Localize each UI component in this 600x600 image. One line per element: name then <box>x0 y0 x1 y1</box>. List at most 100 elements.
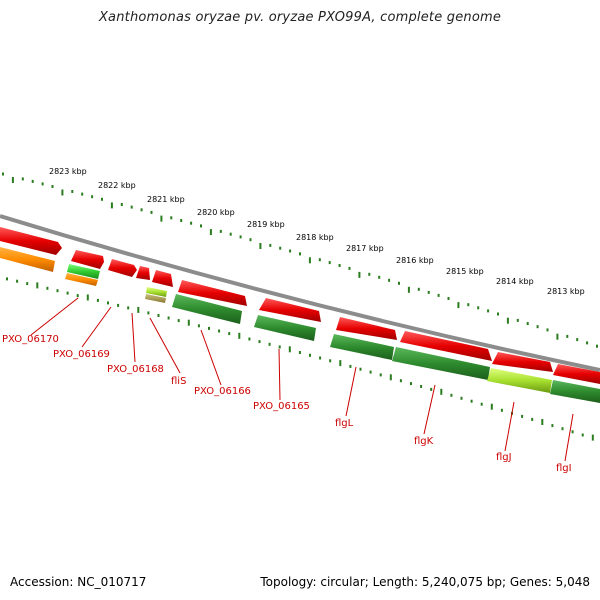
scale-tick <box>150 210 153 214</box>
inner-scale-tick <box>187 319 190 326</box>
scale-tick <box>219 229 222 233</box>
gene-reverse-4[interactable] <box>392 347 490 380</box>
inner-scale-tick <box>521 414 524 418</box>
gene-forward-2[interactable] <box>71 250 104 269</box>
scale-tick <box>120 203 123 206</box>
gene-forward-3[interactable] <box>108 259 137 277</box>
scale-tick <box>526 322 529 325</box>
scale-tick <box>368 272 371 276</box>
leader-PXO_06165 <box>278 348 281 401</box>
gene-forward-1[interactable] <box>0 227 62 255</box>
gene-forward-5[interactable] <box>152 270 173 287</box>
inner-scale-tick <box>76 294 79 298</box>
scale-tick <box>467 303 470 307</box>
scale-tick <box>71 190 74 193</box>
scale-tick <box>289 249 292 253</box>
inner-scale-tick <box>16 279 19 283</box>
accession-text: Accession: NC_010717 <box>10 575 147 589</box>
inner-scale-tick <box>147 311 150 315</box>
gene-reverse-lime-2[interactable] <box>487 368 552 393</box>
scale-tick <box>536 325 539 329</box>
scale-tick <box>358 271 361 278</box>
scale-labels: 2823 kbp 2822 kbp 2821 kbp 2820 kbp 2819… <box>49 167 585 296</box>
inner-scale-tick <box>551 424 554 428</box>
scale-tick <box>407 286 410 293</box>
leader-lines <box>30 297 574 462</box>
kbp-label-2823: 2823 kbp <box>49 167 87 176</box>
inner-scale-tick <box>107 301 109 305</box>
gene-forward-8[interactable] <box>336 317 397 340</box>
gene-label-flgL[interactable]: flgL <box>335 418 354 429</box>
inner-scale-tick <box>26 282 29 286</box>
inner-scale-tick <box>36 282 39 289</box>
leader-flgI <box>564 413 574 462</box>
scale-tick <box>259 243 262 249</box>
scale-tick <box>497 312 499 316</box>
gene-forward-10[interactable] <box>492 352 553 372</box>
scale-tick <box>516 318 519 322</box>
scale-tick <box>200 224 202 228</box>
scale-tick <box>457 302 460 309</box>
scale-tick <box>596 344 598 348</box>
gene-forward-9[interactable] <box>400 331 492 361</box>
inner-scale-tick <box>117 303 120 307</box>
gene-forward-6[interactable] <box>178 280 247 306</box>
gene-reverse-lime[interactable] <box>146 287 167 297</box>
inner-scale-tick <box>268 342 271 346</box>
scale-tick <box>101 197 103 201</box>
gene-reverse-orange-2[interactable] <box>65 273 98 286</box>
scale-tick <box>546 328 549 332</box>
gene-label-PXO_06166[interactable]: PXO_06166 <box>194 386 251 397</box>
leader-PXO_06168 <box>131 312 136 363</box>
inner-scale-tick <box>66 291 69 295</box>
inner-scale-tick <box>197 324 200 328</box>
scale-tick <box>140 208 143 212</box>
kbp-label-2816: 2816 kbp <box>396 256 434 265</box>
gene-label-flgJ[interactable]: flgJ <box>496 452 512 463</box>
gene-forward-11[interactable] <box>553 364 600 384</box>
scale-tick <box>41 182 44 186</box>
gene-label-flgK[interactable]: flgK <box>414 436 434 447</box>
scale-tick <box>388 278 391 282</box>
gene-label-flgI[interactable]: flgI <box>556 463 572 474</box>
inner-scale-tick <box>309 353 311 357</box>
genome-backbone <box>0 214 600 372</box>
scale-tick <box>318 258 321 262</box>
inner-scale-tick <box>399 379 402 383</box>
gene-reverse-bright-green[interactable] <box>67 264 100 279</box>
gene-reverse-orange[interactable] <box>0 247 55 272</box>
inner-scale-tick <box>167 316 170 320</box>
inner-scale-tick <box>278 345 281 349</box>
forward-strand-genes <box>0 227 600 384</box>
scale-tick <box>398 281 400 285</box>
leader-flgK <box>423 384 436 435</box>
kbp-label-2818: 2818 kbp <box>296 233 334 242</box>
gene-reverse-1[interactable] <box>172 294 242 324</box>
gene-forward-4[interactable] <box>136 266 150 280</box>
scale-tick <box>338 264 341 267</box>
gene-label-PXO_06168[interactable]: PXO_06168 <box>107 364 164 375</box>
gene-label-PXO_06170[interactable]: PXO_06170 <box>2 334 59 345</box>
scale-tick <box>160 215 163 222</box>
gene-label-PXO_06165[interactable]: PXO_06165 <box>253 401 310 412</box>
inner-scale-tick <box>591 434 594 441</box>
leader-flgL <box>345 366 357 417</box>
gene-reverse-olive[interactable] <box>145 294 166 303</box>
inner-scale-tick <box>379 373 382 377</box>
scale-tick <box>477 306 480 310</box>
gene-forward-7[interactable] <box>259 298 321 322</box>
inner-scale-tick <box>258 340 261 344</box>
scale-tick <box>229 232 232 236</box>
inner-scale-tick <box>389 374 392 381</box>
scale-tick <box>378 275 381 279</box>
inner-scale-tick <box>349 364 352 368</box>
inner-scale-tick <box>531 417 534 421</box>
kbp-label-2813: 2813 kbp <box>547 287 585 296</box>
gene-label-PXO_06169[interactable]: PXO_06169 <box>53 349 110 360</box>
leader-fliS <box>149 317 181 374</box>
gene-reverse-3[interactable] <box>330 334 394 360</box>
gene-reverse-2[interactable] <box>254 315 316 341</box>
gene-label-fliS[interactable]: fliS <box>171 376 186 387</box>
gene-reverse-5[interactable] <box>550 380 600 403</box>
